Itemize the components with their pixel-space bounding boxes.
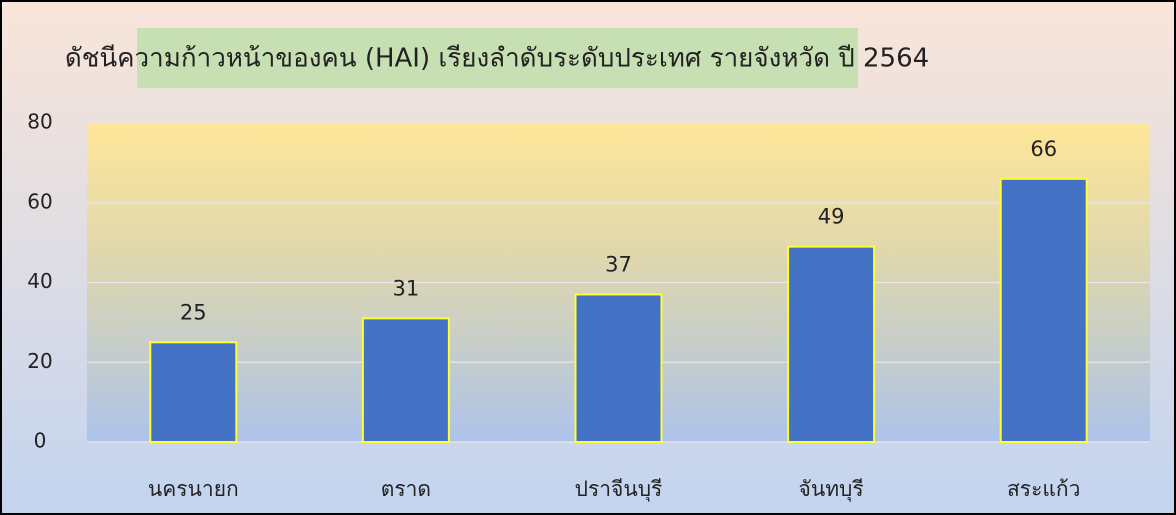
bar bbox=[574, 293, 663, 443]
y-tick-label: 40 bbox=[27, 269, 52, 293]
x-tick-label: ปราจีนบุรี bbox=[575, 477, 663, 502]
bar bbox=[787, 245, 876, 443]
x-tick-label: ตราด bbox=[381, 477, 431, 501]
x-tick-label: นครนายก bbox=[148, 477, 239, 501]
value-label: 25 bbox=[180, 300, 207, 324]
value-label: 31 bbox=[393, 276, 420, 300]
value-label: 49 bbox=[818, 205, 845, 229]
x-tick-label: จันทบุรี bbox=[799, 477, 864, 502]
chart-title: ดัชนีความก้าวหน้าของคน (HAI) เรียงลำดับร… bbox=[65, 44, 929, 74]
y-tick-label: 20 bbox=[27, 349, 52, 373]
y-tick-label: 60 bbox=[27, 189, 52, 213]
bar bbox=[149, 341, 238, 443]
y-tick-label: 80 bbox=[27, 110, 52, 134]
value-label: 66 bbox=[1030, 137, 1057, 161]
y-tick-label: 0 bbox=[34, 429, 47, 453]
x-tick-label: สระแก้ว bbox=[1007, 477, 1080, 501]
bar bbox=[361, 317, 450, 444]
value-label: 37 bbox=[605, 252, 632, 276]
title-box bbox=[137, 28, 858, 88]
bar bbox=[999, 177, 1088, 443]
